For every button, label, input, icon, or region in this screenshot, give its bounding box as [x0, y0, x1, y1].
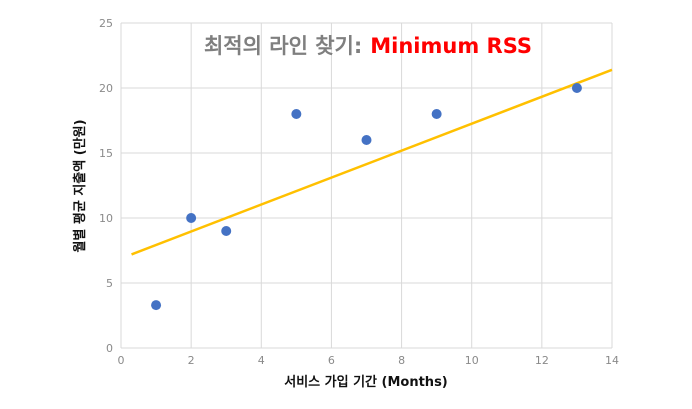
- x-axis-title: 서비스 가입 기간 (Months): [284, 374, 448, 390]
- y-tick-label: 0: [106, 342, 113, 355]
- y-tick-label: 10: [99, 212, 113, 225]
- data-point: [186, 213, 197, 223]
- data-point: [361, 135, 372, 145]
- x-axis-ticks: 0 2 4 6 8 10 12 14: [118, 354, 620, 367]
- y-axis-ticks: 0 5 10 15 20 25: [99, 17, 113, 355]
- y-tick-label: 25: [99, 17, 113, 30]
- data-points: [151, 83, 582, 311]
- grid: [120, 22, 613, 349]
- y-tick-label: 5: [106, 277, 113, 290]
- data-point: [571, 83, 582, 93]
- x-tick-label: 10: [465, 354, 479, 367]
- data-point: [431, 109, 442, 119]
- chart-title: 최적의 라인 찾기: Minimum RSS: [204, 34, 532, 58]
- y-tick-label: 15: [99, 147, 113, 160]
- x-tick-label: 14: [605, 354, 619, 367]
- data-point: [221, 226, 232, 236]
- chart-title-prefix: 최적의 라인 찾기:: [204, 34, 362, 58]
- x-tick-label: 0: [118, 354, 125, 367]
- x-tick-label: 2: [188, 354, 195, 367]
- fit-line-layer: [131, 68, 613, 256]
- y-axis-title: 월별 평균 지출액 (만원): [72, 119, 88, 252]
- fit-line: [131, 68, 613, 256]
- data-point: [151, 300, 162, 311]
- chart-title-highlight: Minimum RSS: [370, 34, 532, 58]
- x-tick-label: 8: [398, 354, 405, 367]
- data-point: [291, 109, 302, 119]
- y-tick-label: 20: [99, 82, 113, 95]
- x-tick-label: 4: [258, 354, 265, 367]
- x-tick-label: 12: [535, 354, 549, 367]
- x-tick-label: 6: [328, 354, 335, 367]
